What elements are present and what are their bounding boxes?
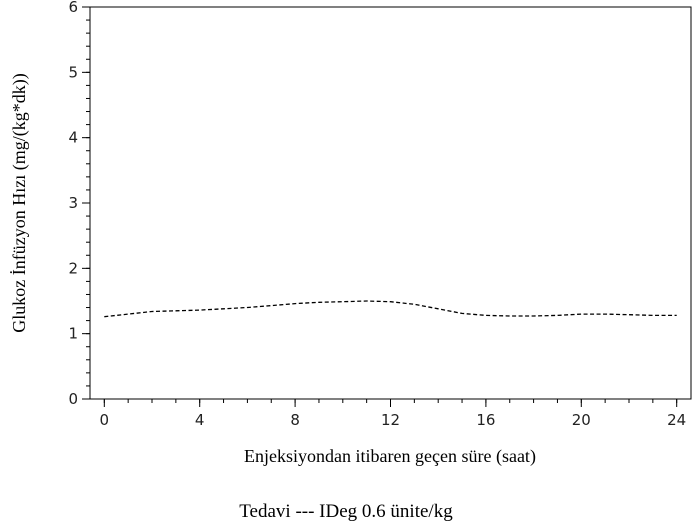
x-tick-label: 24: [667, 411, 686, 429]
y-tick-label: 3: [68, 194, 78, 212]
x-tick-label: 4: [195, 411, 205, 429]
x-tick-label: 12: [381, 411, 400, 429]
y-axis: 0 1 2 3 4 5 6: [68, 0, 90, 408]
y-tick-label: 4: [68, 129, 78, 147]
y-axis-title: Glukoz İnfüzyon Hızı (mg/(kg*dk)): [9, 73, 30, 332]
x-axis: 0 4 8 12 16 20 24: [100, 399, 686, 429]
series-layer: [104, 300, 677, 318]
x-tick-label: 0: [100, 411, 110, 429]
y-tick-label: 0: [68, 390, 78, 408]
x-axis-title: Enjeksiyondan itibaren geçen süre (saat): [244, 446, 536, 467]
y-tick-label: 2: [68, 259, 78, 277]
plot-frame: [89, 6, 692, 400]
x-tick-label: 8: [290, 411, 300, 429]
series-line: [104, 300, 677, 318]
y-tick-label: 1: [68, 325, 78, 343]
legend-text: Tedavi --- IDeg 0.6 ünite/kg: [239, 501, 453, 522]
y-tick-label: 6: [68, 0, 78, 16]
y-tick-label: 5: [68, 63, 78, 81]
x-tick-label: 20: [572, 411, 591, 429]
x-tick-label: 16: [476, 411, 495, 429]
